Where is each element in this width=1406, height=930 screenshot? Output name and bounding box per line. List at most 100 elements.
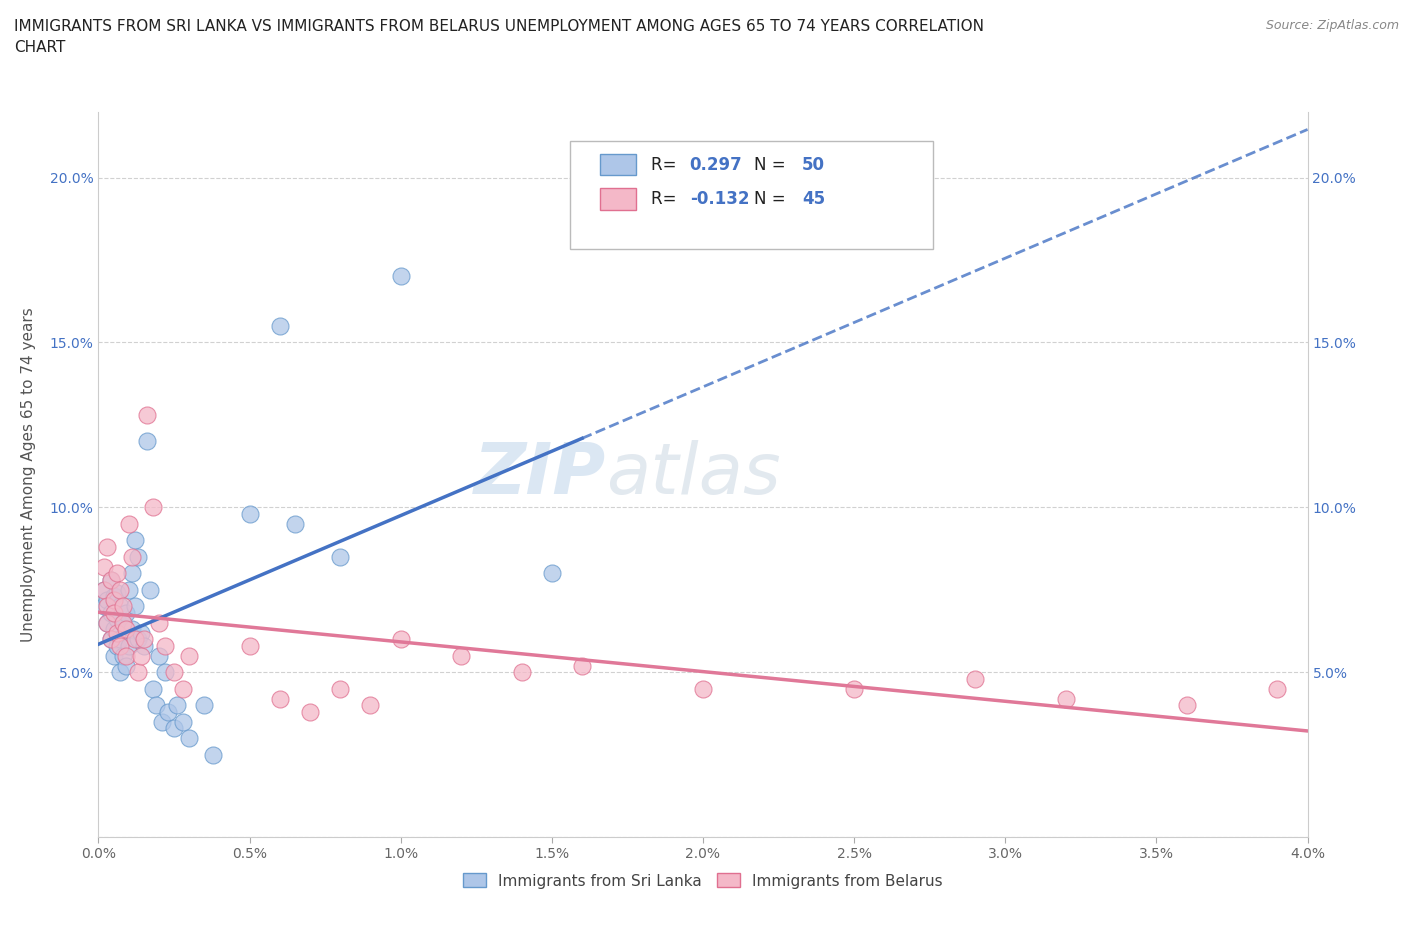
- Point: [103, 592, 125, 607]
- Point: [93, 582, 115, 597]
- Point: [100, 572, 122, 587]
- Point: [111, 599, 134, 614]
- Text: atlas: atlas: [606, 440, 780, 509]
- Point: [118, 582, 141, 597]
- Point: [166, 698, 188, 712]
- Point: [284, 516, 307, 531]
- Y-axis label: Unemployment Among Ages 65 to 74 years: Unemployment Among Ages 65 to 74 years: [21, 307, 35, 642]
- Point: [129, 648, 152, 663]
- Point: [96, 616, 118, 631]
- Point: [389, 269, 412, 284]
- Point: [96, 539, 118, 554]
- Point: [571, 658, 593, 673]
- Point: [1175, 698, 1198, 712]
- Point: [108, 638, 131, 653]
- Text: -0.132: -0.132: [690, 190, 749, 207]
- Point: [105, 586, 128, 601]
- Bar: [600, 153, 637, 176]
- Point: [145, 698, 167, 712]
- Point: [124, 533, 146, 548]
- Point: [450, 648, 472, 663]
- Point: [965, 671, 987, 686]
- Point: [179, 731, 201, 746]
- Point: [96, 599, 118, 614]
- Point: [172, 714, 194, 729]
- Point: [153, 638, 176, 653]
- Point: [360, 698, 382, 712]
- Text: N =: N =: [754, 155, 790, 174]
- Point: [121, 565, 143, 580]
- Point: [202, 747, 225, 762]
- Point: [156, 704, 179, 719]
- Point: [239, 638, 262, 653]
- Point: [142, 499, 165, 514]
- Point: [193, 698, 215, 712]
- Point: [103, 648, 125, 663]
- Point: [163, 665, 186, 680]
- Point: [389, 631, 412, 646]
- Point: [96, 592, 118, 607]
- Point: [692, 681, 714, 696]
- Point: [329, 550, 352, 565]
- Point: [108, 582, 131, 597]
- Point: [105, 612, 128, 627]
- Point: [100, 572, 122, 587]
- Point: [118, 516, 141, 531]
- Point: [269, 318, 291, 333]
- Text: Source: ZipAtlas.com: Source: ZipAtlas.com: [1265, 19, 1399, 32]
- Point: [129, 625, 152, 640]
- Point: [239, 507, 262, 522]
- Point: [103, 622, 125, 637]
- Point: [100, 605, 122, 620]
- Point: [105, 625, 128, 640]
- Point: [103, 589, 125, 604]
- Text: 0.297: 0.297: [690, 155, 742, 174]
- Point: [111, 616, 134, 631]
- Point: [1054, 691, 1077, 706]
- Text: ZIP: ZIP: [474, 440, 606, 509]
- Point: [135, 434, 157, 449]
- FancyBboxPatch shape: [569, 140, 932, 249]
- Text: R=: R=: [651, 190, 682, 207]
- Point: [139, 582, 162, 597]
- Point: [127, 665, 149, 680]
- Point: [114, 658, 136, 673]
- Point: [118, 638, 141, 653]
- Point: [148, 648, 170, 663]
- Point: [114, 605, 136, 620]
- Point: [96, 616, 118, 631]
- Text: 45: 45: [803, 190, 825, 207]
- Point: [510, 665, 533, 680]
- Point: [111, 648, 134, 663]
- Point: [172, 681, 194, 696]
- Point: [153, 665, 176, 680]
- Point: [111, 616, 134, 631]
- Text: R=: R=: [651, 155, 682, 174]
- Point: [148, 616, 170, 631]
- Point: [844, 681, 866, 696]
- Point: [93, 599, 115, 614]
- Text: IMMIGRANTS FROM SRI LANKA VS IMMIGRANTS FROM BELARUS UNEMPLOYMENT AMONG AGES 65 : IMMIGRANTS FROM SRI LANKA VS IMMIGRANTS …: [14, 19, 984, 55]
- Bar: [600, 188, 637, 209]
- Point: [540, 565, 562, 580]
- Point: [135, 407, 157, 422]
- Point: [108, 631, 131, 646]
- Point: [93, 559, 115, 574]
- Legend: Immigrants from Sri Lanka, Immigrants from Belarus: Immigrants from Sri Lanka, Immigrants fr…: [457, 868, 949, 895]
- Point: [132, 631, 155, 646]
- Point: [114, 622, 136, 637]
- Point: [100, 631, 122, 646]
- Point: [179, 648, 201, 663]
- Text: N =: N =: [754, 190, 790, 207]
- Point: [105, 638, 128, 653]
- Point: [114, 648, 136, 663]
- Point: [103, 605, 125, 620]
- Point: [108, 599, 131, 614]
- Point: [150, 714, 173, 729]
- Point: [132, 638, 155, 653]
- Point: [121, 622, 143, 637]
- Point: [163, 721, 186, 736]
- Point: [93, 582, 115, 597]
- Text: 50: 50: [803, 155, 825, 174]
- Point: [100, 631, 122, 646]
